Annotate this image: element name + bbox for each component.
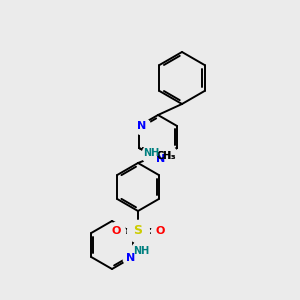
Text: N: N <box>126 253 135 263</box>
Text: N: N <box>156 154 166 164</box>
Text: CH₃: CH₃ <box>156 151 176 161</box>
Text: S: S <box>134 224 142 238</box>
Text: N: N <box>137 121 147 131</box>
Text: O: O <box>111 226 121 236</box>
Text: CH₃: CH₃ <box>157 151 175 161</box>
Text: NH: NH <box>143 148 160 158</box>
Text: O: O <box>155 226 165 236</box>
Text: NH: NH <box>133 246 149 256</box>
